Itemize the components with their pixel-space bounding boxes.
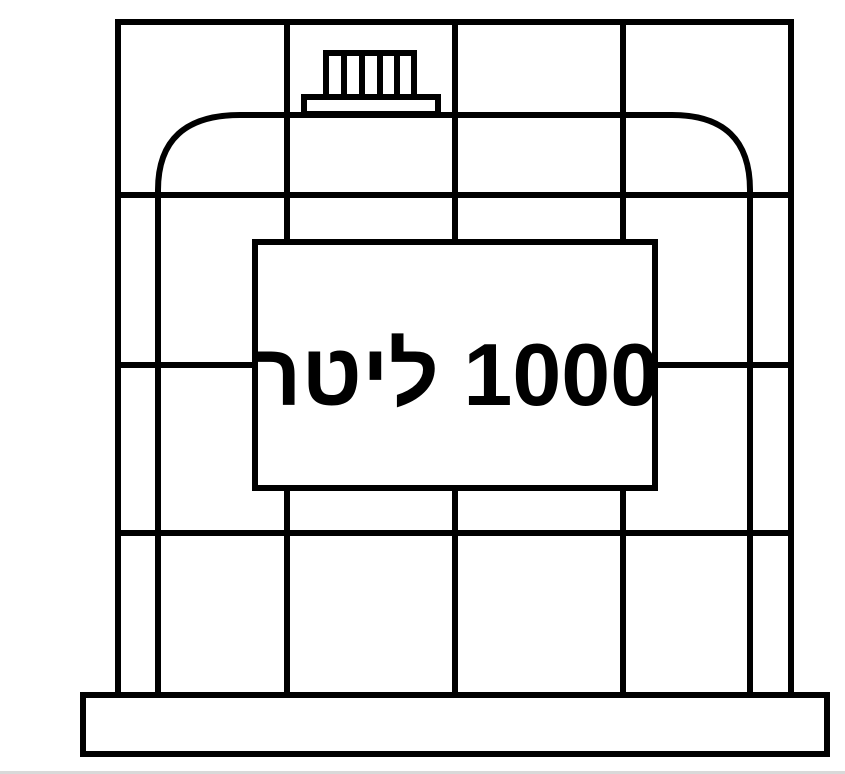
tank-cap (301, 50, 441, 117)
pallet-base (80, 692, 830, 757)
capacity-label: 1000 ליטר (251, 325, 659, 424)
screen-bottom-edge (0, 771, 845, 774)
label-plate (252, 239, 658, 491)
cap-top (323, 50, 417, 100)
